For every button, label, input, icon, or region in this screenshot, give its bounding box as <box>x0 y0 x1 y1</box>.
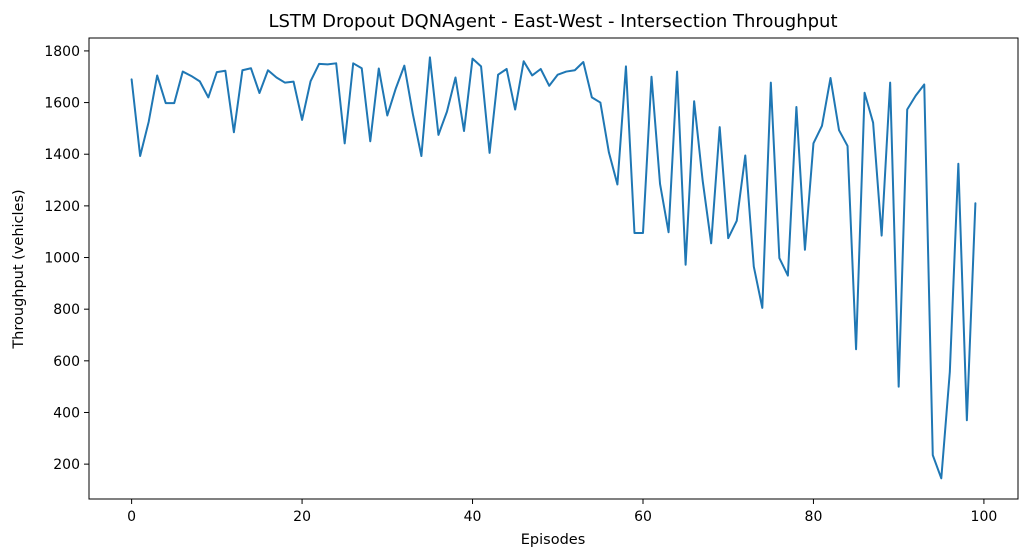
x-axis-label: Episodes <box>521 532 586 548</box>
y-axis: 200 400 600 800 1000 1200 1400 1600 1800 <box>44 44 89 473</box>
x-tick-label: 80 <box>805 509 823 525</box>
y-tick-label: 1800 <box>44 44 80 60</box>
x-axis: 0 20 40 60 80 100 <box>127 499 997 525</box>
y-tick-label: 600 <box>53 354 80 370</box>
y-tick-label: 1200 <box>44 199 80 215</box>
y-tick-label: 1600 <box>44 96 80 112</box>
x-tick-label: 0 <box>127 509 136 525</box>
y-tick-label: 800 <box>53 302 80 318</box>
y-tick-label: 1400 <box>44 147 80 163</box>
plot-frame <box>88 37 1019 500</box>
series-layer <box>130 56 977 480</box>
series-line-0 <box>130 56 977 480</box>
x-tick-label: 100 <box>971 509 998 525</box>
y-tick-label: 400 <box>53 405 80 421</box>
x-tick-label: 20 <box>293 509 311 525</box>
chart-title: LSTM Dropout DQNAgent - East-West - Inte… <box>268 11 837 32</box>
y-axis-label: Throughput (vehicles) <box>11 189 27 349</box>
x-tick-label: 60 <box>634 509 652 525</box>
x-tick-label: 40 <box>464 509 482 525</box>
y-tick-label: 200 <box>53 457 80 473</box>
y-tick-label: 1000 <box>44 251 80 267</box>
